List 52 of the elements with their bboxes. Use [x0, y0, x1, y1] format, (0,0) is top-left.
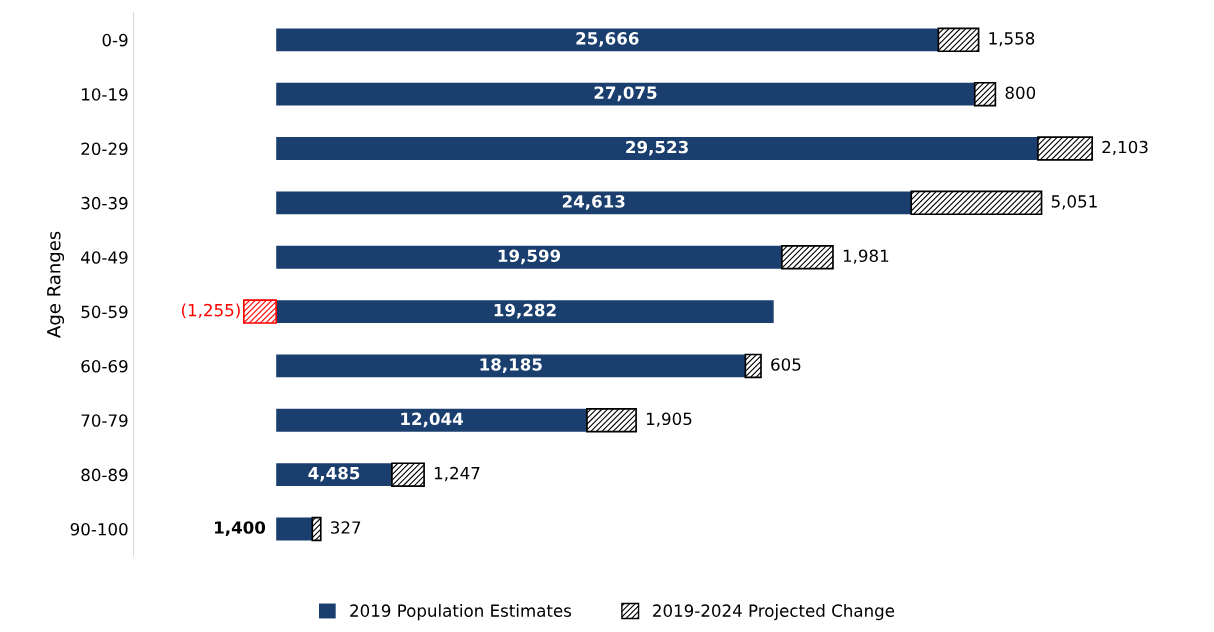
bar [973, 81, 997, 107]
bar [276, 354, 746, 378]
data-label: 18,185 [480, 358, 542, 373]
data-label: 605 [771, 358, 801, 371]
data-label: 1,247 [434, 466, 480, 482]
bar [781, 244, 834, 270]
data-label: 4,485 [308, 466, 360, 482]
y-tick-label: 60-69 [81, 359, 128, 373]
bar [276, 28, 939, 52]
bar [910, 190, 1043, 216]
data-label: 1,558 [989, 32, 1035, 47]
bar [276, 300, 774, 323]
bar [276, 517, 313, 541]
y-tick-label: 70-79 [81, 414, 128, 427]
legend-label: 2019 Population Estimates [350, 604, 572, 621]
y-tick-label: 0-9 [102, 33, 128, 47]
bar [744, 353, 762, 379]
data-label: 1,905 [646, 412, 692, 427]
y-tick-label: 90-100 [70, 522, 128, 536]
legend-label: 2019-2024 Projected Change [653, 604, 895, 621]
data-label: 327 [331, 521, 361, 534]
y-tick-label: 10-19 [82, 88, 128, 101]
data-label: 1,400 [215, 521, 266, 536]
bar [276, 408, 587, 432]
y-tick-label: 80-89 [81, 468, 128, 482]
y-tick-label: 50-59 [81, 305, 128, 319]
y-axis-title: Age Ranges [47, 231, 65, 338]
bar [276, 82, 975, 106]
data-label: 5,051 [1051, 195, 1097, 210]
y-tick-label: 40-49 [81, 251, 128, 264]
data-label: 2,103 [1102, 140, 1148, 156]
data-label: 29,523 [626, 140, 688, 156]
data-label: 25,666 [576, 32, 639, 47]
y-tick-label: 30-39 [81, 196, 128, 210]
data-label: 19,282 [494, 303, 556, 319]
y-tick-label: 20-29 [81, 142, 128, 156]
bar [391, 462, 425, 487]
bar [1037, 136, 1093, 161]
data-label: 12,044 [401, 412, 463, 428]
bar [937, 27, 980, 53]
data-label: 800 [1005, 86, 1036, 99]
bar [586, 408, 637, 433]
data-label: 19,599 [498, 249, 561, 265]
bar [276, 245, 782, 269]
data-label: (1,255) [181, 303, 240, 319]
bar [242, 299, 278, 324]
data-label: 27,075 [594, 86, 657, 102]
data-label: 1,981 [843, 249, 889, 264]
data-label: 24,613 [562, 195, 625, 210]
bar [276, 191, 912, 215]
bar [276, 137, 1038, 160]
bar [311, 516, 322, 542]
